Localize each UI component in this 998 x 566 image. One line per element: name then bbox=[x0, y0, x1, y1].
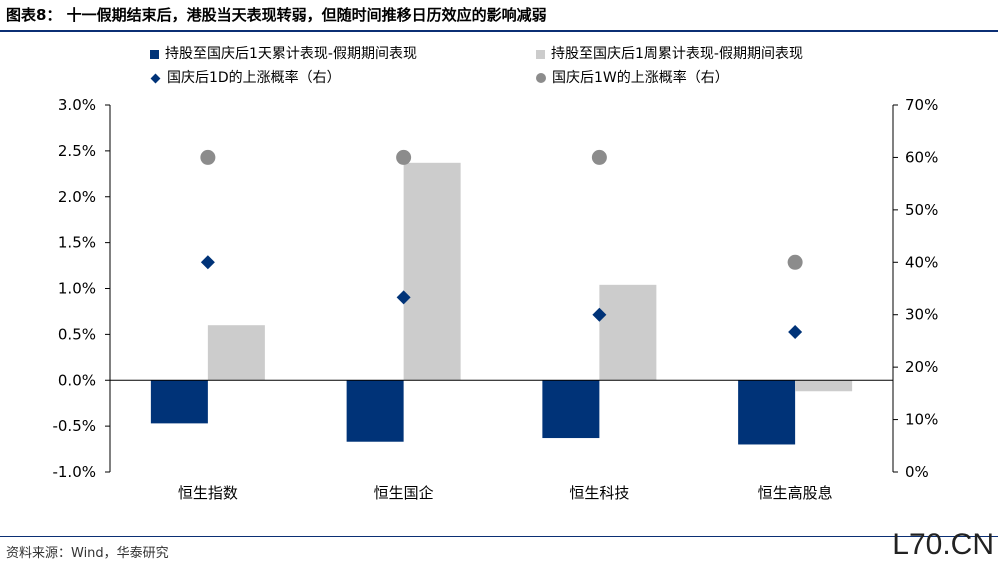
point-1d-prob bbox=[201, 255, 215, 269]
point-1w-prob bbox=[788, 255, 803, 270]
source-rule bbox=[0, 536, 998, 537]
right-tick-label: 50% bbox=[905, 201, 938, 219]
right-tick-label: 20% bbox=[905, 358, 938, 376]
x-tick-label: 恒生国企 bbox=[374, 484, 434, 502]
right-tick-label: 10% bbox=[905, 411, 938, 429]
left-tick-label: 2.5% bbox=[58, 142, 96, 160]
x-tick-label: 恒生科技 bbox=[569, 484, 629, 502]
x-tick-label: 恒生指数 bbox=[178, 484, 238, 502]
bar-1d bbox=[347, 380, 404, 441]
left-tick-label: 1.0% bbox=[58, 280, 96, 298]
left-tick-label: 0.0% bbox=[58, 371, 96, 389]
right-tick-label: 30% bbox=[905, 306, 938, 324]
left-tick-label: 0.5% bbox=[58, 325, 96, 343]
bar-1d bbox=[542, 380, 599, 438]
point-1d-prob bbox=[788, 325, 802, 339]
left-tick-label: -0.5% bbox=[52, 417, 96, 435]
bar-1w bbox=[404, 163, 461, 380]
source-note: 资料来源：Wind，华泰研究 bbox=[6, 542, 169, 561]
right-tick-label: 0% bbox=[905, 463, 929, 481]
right-tick-label: 40% bbox=[905, 253, 938, 271]
left-tick-label: 1.5% bbox=[58, 234, 96, 252]
bar-1w bbox=[208, 325, 265, 380]
bar-1w bbox=[599, 285, 656, 380]
right-tick-label: 70% bbox=[905, 96, 938, 114]
left-tick-label: 3.0% bbox=[58, 96, 96, 114]
bar-1d bbox=[738, 380, 795, 444]
watermark: L70.CN bbox=[892, 528, 994, 562]
bar-1w bbox=[795, 380, 852, 391]
left-tick-label: -1.0% bbox=[52, 463, 96, 481]
x-tick-label: 恒生高股息 bbox=[758, 484, 833, 502]
bar-1d bbox=[151, 380, 208, 423]
left-tick-label: 2.0% bbox=[58, 188, 96, 206]
right-tick-label: 60% bbox=[905, 148, 938, 166]
point-1w-prob bbox=[592, 150, 607, 165]
point-1w-prob bbox=[200, 150, 215, 165]
point-1w-prob bbox=[396, 150, 411, 165]
